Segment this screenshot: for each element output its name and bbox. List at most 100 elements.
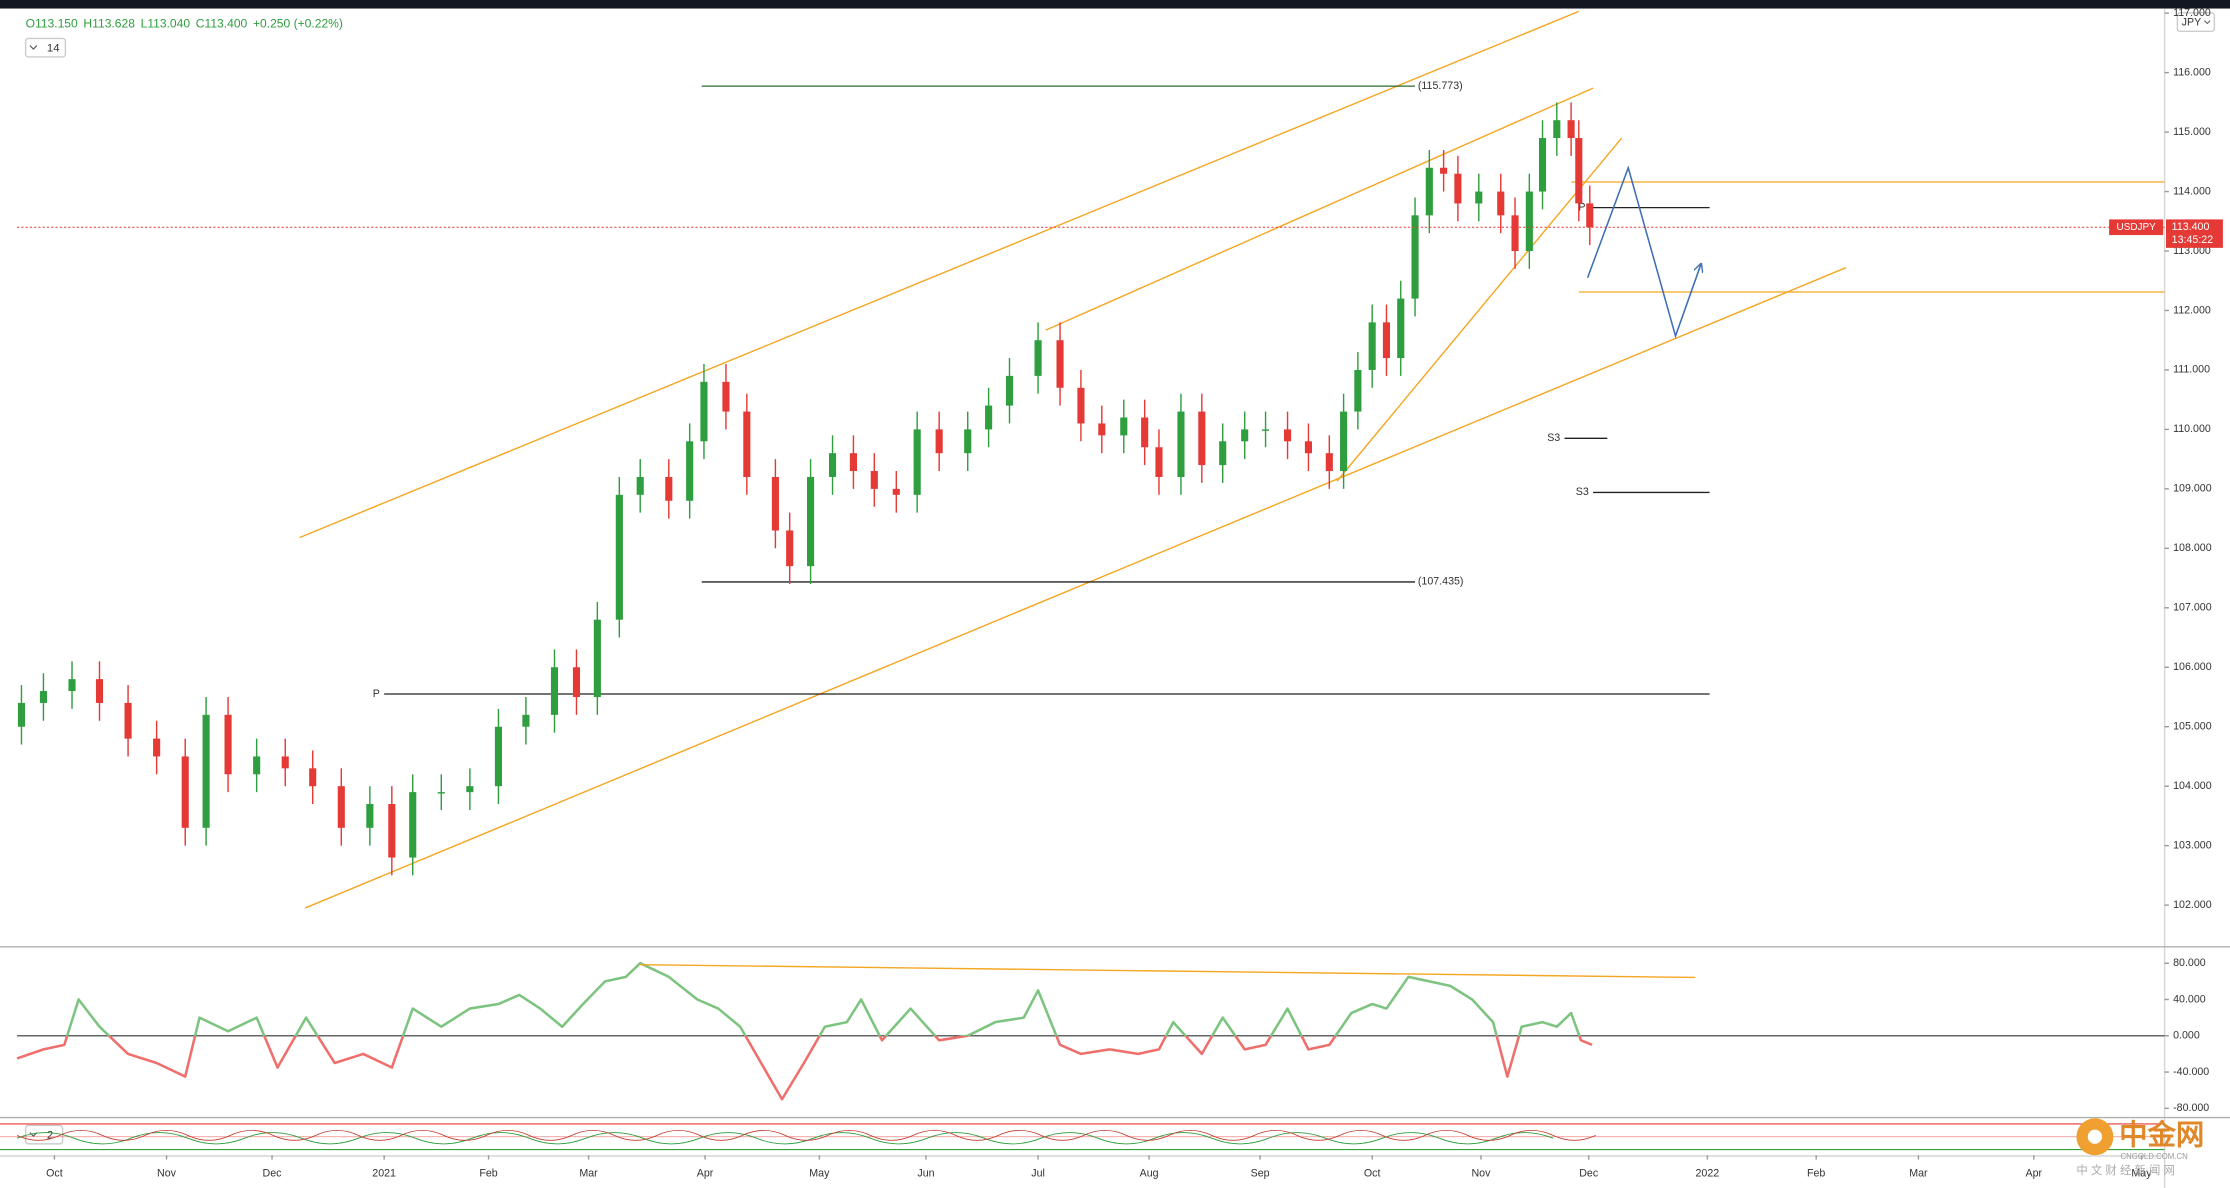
x-tick-label: 2021: [372, 1168, 396, 1180]
ohlc-header: O113.150 H113.628 L113.040 C113.400 +0.250 (…: [26, 16, 343, 30]
candle-body: [1397, 298, 1405, 359]
watermark: 中金网 CNGOLD.COM.CN 中 文 财 经 新 闻 网: [2076, 1118, 2204, 1177]
candle-body: [572, 667, 581, 697]
y-tick-label: 103.000: [2173, 839, 2212, 851]
x-tick-label: Feb: [1807, 1168, 1825, 1180]
candle-body: [366, 804, 374, 828]
candle-body: [786, 530, 794, 567]
candle-body: [935, 429, 943, 454]
candle-body: [1368, 322, 1376, 370]
candle-body: [1056, 340, 1064, 388]
x-tick-label: Mar: [1909, 1168, 1928, 1180]
level-label: (115.773): [1418, 80, 1463, 92]
level-label: S3: [1547, 432, 1560, 444]
candle-body: [1575, 138, 1583, 204]
chevron: [2204, 20, 2211, 25]
candle-body: [1120, 417, 1128, 436]
price-tag: [2166, 219, 2223, 248]
candle-body: [1425, 167, 1433, 216]
y-tick-label: 111.000: [2173, 364, 2210, 376]
candle-body: [1525, 191, 1533, 252]
oscillator-wave: [16, 1129, 1596, 1141]
ohlc-value: O113.150: [26, 16, 78, 30]
x-tick-label: Apr: [697, 1168, 714, 1180]
oscillator-wave: [16, 1132, 1554, 1145]
candle-body: [1354, 369, 1362, 412]
x-tick-label: Jun: [917, 1168, 934, 1180]
candle-body: [494, 726, 502, 787]
oscillator-pane: [16, 961, 2165, 1101]
candle-body: [1497, 191, 1505, 216]
candle-body: [913, 429, 921, 495]
osc-tick-label: -80.000: [2173, 1102, 2209, 1114]
indicator-count: 14: [47, 42, 60, 54]
candle-body: [985, 405, 993, 430]
symbol-label: USDJPY: [2117, 222, 2157, 233]
candle-body: [1454, 173, 1462, 204]
lower-pane-lines: [0, 1123, 2165, 1151]
x-tick-label: May: [809, 1168, 830, 1180]
y-tick-label: 117.000: [2173, 7, 2211, 19]
candle-body: [1538, 138, 1547, 192]
level-label: P: [373, 688, 380, 700]
x-tick-label: Mar: [579, 1168, 598, 1180]
candle-body: [722, 381, 730, 412]
trendline: [299, 10, 1580, 539]
candle-body: [1141, 417, 1149, 448]
logo-text: 中金网: [2119, 1118, 2204, 1151]
candle-body: [771, 476, 779, 531]
level-label: S3: [1576, 486, 1589, 498]
x-tick-label: Nov: [1472, 1168, 1492, 1180]
candle-body: [1005, 375, 1014, 406]
candle-body: [1440, 167, 1448, 174]
candle-body: [1304, 441, 1312, 454]
x-tick-label: Feb: [479, 1168, 497, 1180]
candle-body: [466, 786, 474, 793]
candle-body: [1325, 453, 1333, 472]
candle-body: [1511, 215, 1519, 252]
candle-body: [593, 619, 601, 697]
candle-body: [1155, 447, 1163, 477]
candle-body: [281, 756, 289, 769]
x-tick-label: Oct: [1364, 1168, 1381, 1180]
price-pane: (115.773) (107.435) P P S3 S3: [17, 10, 2165, 909]
candle-body: [686, 441, 694, 501]
x-tick-label: May: [2131, 1168, 2152, 1180]
candle-body: [870, 471, 878, 489]
pane-toggle[interactable]: [24, 1124, 64, 1145]
y-tick-label: 108.000: [2173, 542, 2212, 554]
ohlc-value: H113.628: [83, 16, 135, 30]
ohlc-value: L113.040: [141, 16, 191, 30]
candle-body: [1475, 191, 1483, 204]
pane-label: 2: [47, 1129, 53, 1141]
currency-button[interactable]: [2176, 12, 2216, 33]
logo-domain: CNGOLD.COM.CN: [2120, 1152, 2187, 1161]
osc-tick-label: 0.000: [2173, 1030, 2200, 1042]
y-tick-label: 105.000: [2173, 721, 2212, 733]
y-tick-label: 110.000: [2173, 423, 2211, 435]
candle-body: [1077, 387, 1085, 424]
candle-body: [636, 476, 644, 495]
candle-body: [828, 453, 837, 477]
candle-body: [253, 756, 261, 775]
axes: 102.000 103.000 104.000 105.000 106.000 107.0…: [46, 7, 2223, 1180]
candle-body: [807, 476, 815, 567]
osc-tick-label: 40.000: [2173, 993, 2206, 1005]
candle-body: [1283, 429, 1292, 442]
trendline: [1336, 137, 1623, 482]
candle-body: [1586, 203, 1594, 228]
y-tick-label: 116.000: [2173, 66, 2211, 78]
indicator-toggle[interactable]: [24, 37, 67, 58]
candle-body: [1553, 120, 1561, 139]
currency: JPY: [2182, 17, 2202, 29]
candle-body: [1177, 411, 1185, 477]
countdown: 13:45:22: [2172, 234, 2214, 246]
ohlc-value: C113.400: [196, 16, 248, 30]
candle-body: [1098, 423, 1106, 436]
y-tick-label: 115.000: [2173, 126, 2211, 138]
candle-body: [39, 691, 47, 703]
x-tick-label: Aug: [1140, 1168, 1159, 1180]
candle-body: [964, 429, 972, 454]
candle-body: [1241, 429, 1249, 442]
